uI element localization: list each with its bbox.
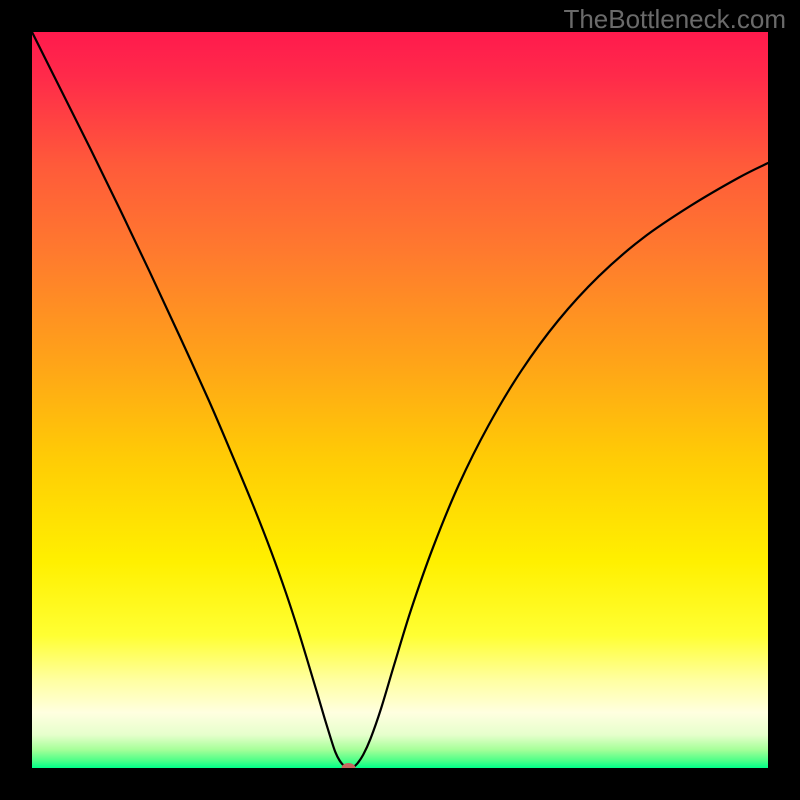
bottleneck-plot [32, 32, 768, 768]
plot-background [32, 32, 768, 768]
watermark-text: TheBottleneck.com [563, 4, 786, 35]
chart-frame: TheBottleneck.com [0, 0, 800, 800]
